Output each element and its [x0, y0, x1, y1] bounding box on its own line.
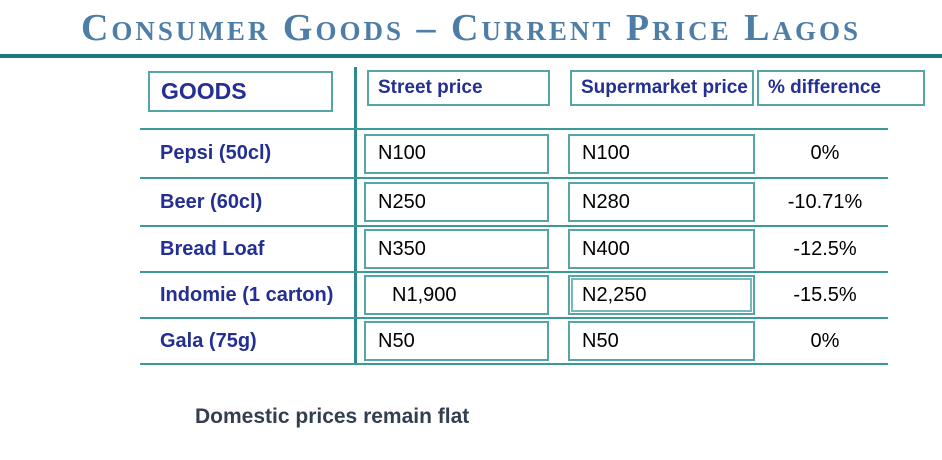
column-header-percent-difference-label: % difference [768, 77, 881, 98]
supermarket-price-value: N50 [582, 329, 619, 352]
street-price-value: N1,900 [392, 283, 457, 306]
table-row: Pepsi (50cl) N100 N100 0% [140, 128, 888, 177]
title-underline [0, 54, 942, 58]
percent-difference-value: -10.71% [787, 190, 863, 213]
table-bottom-line [140, 363, 888, 365]
footer-note: Domestic prices remain flat [195, 405, 470, 428]
supermarket-price-value: N100 [582, 142, 630, 164]
table-row: Bread Loaf N350 N400 -12.5% [140, 225, 888, 271]
supermarket-price-cell: N100 [568, 133, 755, 174]
column-header-supermarket-price: Supermarket price [570, 70, 754, 106]
street-price-cell: N350 [364, 229, 549, 269]
street-price-cell: N1,900 [364, 275, 549, 315]
percent-difference-value: 0% [810, 329, 840, 352]
street-price-cell: N100 [364, 133, 549, 174]
percent-difference-value: 0% [810, 142, 840, 164]
street-price-value: N100 [378, 142, 426, 164]
table-row: Indomie (1 carton) N1,900 N2,250 -15.5% [140, 271, 888, 317]
column-header-street-price: Street price [367, 70, 550, 106]
table-row: Gala (75g) N50 N50 0% [140, 317, 888, 363]
supermarket-price-cell: N280 [568, 182, 755, 222]
price-table: Pepsi (50cl) N100 N100 0% Beer (60cl) N2… [140, 128, 888, 365]
column-header-street-price-label: Street price [378, 77, 483, 98]
street-price-value: N350 [378, 237, 426, 260]
supermarket-price-value: N2,250 [582, 283, 647, 306]
good-name: Indomie (1 carton) [160, 283, 334, 306]
percent-difference-value: -12.5% [793, 237, 857, 260]
supermarket-price-cell: N50 [568, 321, 755, 361]
good-name: Beer (60cl) [160, 190, 263, 213]
supermarket-price-value: N400 [582, 237, 630, 260]
street-price-cell: N50 [364, 321, 549, 361]
column-header-percent-difference: % difference [757, 70, 925, 106]
street-price-value: N50 [378, 329, 415, 352]
good-name: Bread Loaf [160, 237, 265, 260]
supermarket-price-value: N280 [582, 190, 630, 213]
percent-difference-value: -15.5% [793, 283, 857, 306]
column-header-supermarket-price-label: Supermarket price [581, 77, 748, 98]
table-row: Beer (60cl) N250 N280 -10.71% [140, 177, 888, 225]
supermarket-price-cell: N400 [568, 229, 755, 269]
column-header-goods: GOODS [148, 71, 333, 112]
street-price-value: N250 [378, 190, 426, 213]
column-divider-line [354, 67, 357, 363]
supermarket-price-cell: N2,250 [568, 275, 755, 315]
good-name: Gala (75g) [160, 329, 257, 352]
good-name: Pepsi (50cl) [160, 142, 272, 164]
street-price-cell: N250 [364, 182, 549, 222]
column-header-goods-label: GOODS [161, 78, 247, 104]
page-title: Consumer Goods – Current Price Lagos [80, 7, 862, 49]
